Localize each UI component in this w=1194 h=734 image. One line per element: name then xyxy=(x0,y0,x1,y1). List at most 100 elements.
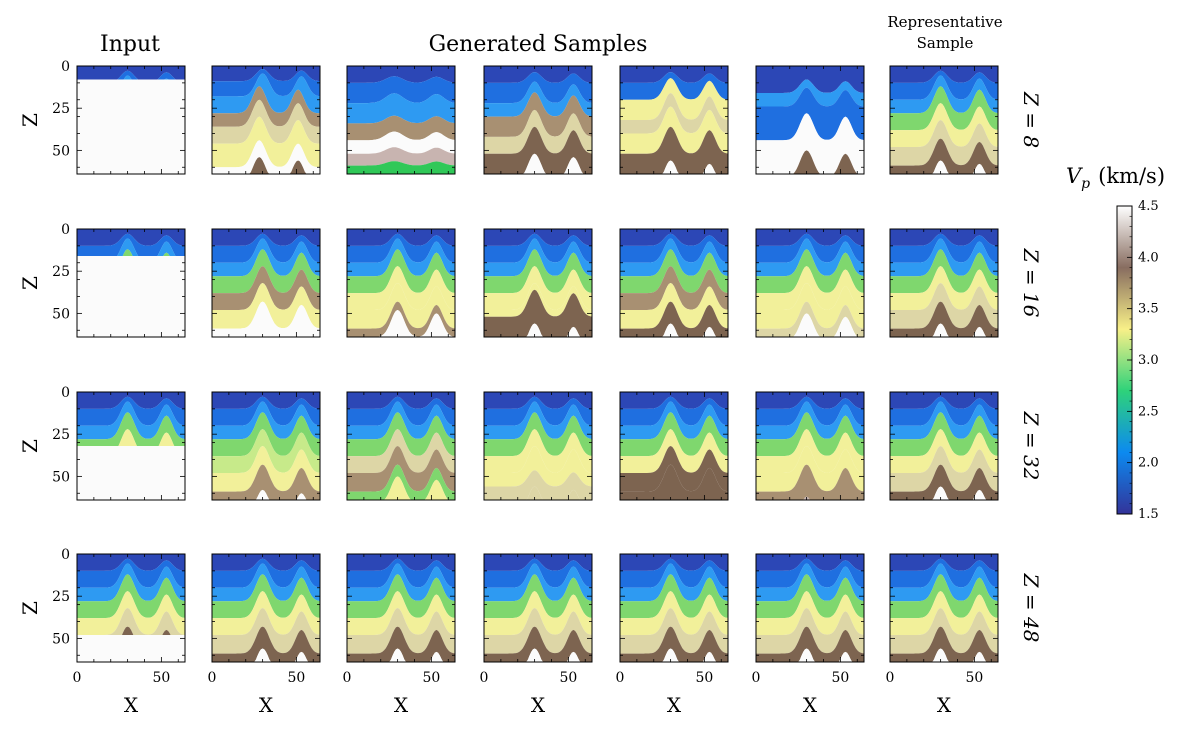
x-tick-label: 50 xyxy=(422,670,440,686)
velocity-panel xyxy=(483,65,593,175)
velocity-layer xyxy=(620,401,728,440)
velocity-field xyxy=(77,66,185,174)
velocity-field xyxy=(484,392,592,500)
row-label: Z = 48 xyxy=(1019,573,1043,643)
velocity-layer xyxy=(756,648,864,662)
velocity-layer xyxy=(484,109,592,154)
velocity-layer xyxy=(484,591,592,635)
velocity-layer xyxy=(756,238,864,277)
x-tick-label: 0 xyxy=(886,670,895,686)
velocity-layer xyxy=(620,301,728,337)
velocity-layer xyxy=(756,558,864,588)
velocity-layer xyxy=(484,401,592,440)
panel-frame xyxy=(483,65,593,175)
velocity-layer xyxy=(77,233,185,263)
panel-frame xyxy=(889,65,999,175)
velocity-layer xyxy=(890,66,998,83)
velocity-layer xyxy=(484,392,592,409)
velocity-panel xyxy=(889,228,999,338)
y-tick-label: 0 xyxy=(61,547,70,563)
x-tick-label: 0 xyxy=(343,670,352,686)
velocity-layer xyxy=(212,86,320,127)
masked-region xyxy=(77,256,185,337)
velocity-panel xyxy=(619,391,729,501)
velocity-layer xyxy=(212,412,320,457)
velocity-layer xyxy=(347,392,455,409)
velocity-field xyxy=(890,229,998,337)
velocity-layer xyxy=(890,608,998,654)
velocity-layer xyxy=(77,554,185,571)
velocity-layer xyxy=(347,429,455,473)
y-axis-label: Z xyxy=(18,113,42,127)
velocity-layer xyxy=(620,574,728,619)
velocity-layer xyxy=(484,249,592,294)
representative-title-line2: Sample xyxy=(917,34,974,52)
velocity-layer xyxy=(484,470,592,500)
representative-title-line1: Representative xyxy=(887,13,1002,31)
velocity-layer xyxy=(620,266,728,310)
velocity-layer xyxy=(756,626,864,662)
velocity-layer xyxy=(212,69,320,97)
velocity-layer xyxy=(484,608,592,654)
x-axis-label: X xyxy=(394,693,409,717)
velocity-panel: 0 50 X xyxy=(616,553,729,717)
velocity-layer xyxy=(890,558,998,588)
colorbar-tick-label: 3.0 xyxy=(1138,353,1159,368)
velocity-layer xyxy=(756,574,864,619)
velocity-layer xyxy=(212,66,320,82)
velocity-layer xyxy=(756,87,864,141)
velocity-panel xyxy=(346,391,456,501)
x-axis-label: X xyxy=(124,693,139,717)
velocity-layer xyxy=(347,131,455,154)
velocity-layer xyxy=(347,233,455,263)
velocity-layer xyxy=(890,563,998,602)
masked-region xyxy=(77,635,185,662)
velocity-field xyxy=(347,229,455,337)
velocity-layer xyxy=(212,283,320,329)
velocity-layer xyxy=(756,150,864,174)
x-axis-label: X xyxy=(937,693,952,717)
velocity-layer xyxy=(212,116,320,168)
y-tick-label: 0 xyxy=(61,222,70,238)
velocity-layer xyxy=(347,396,455,426)
velocity-layer xyxy=(347,66,455,83)
colorbar-tick-label: 1.5 xyxy=(1138,507,1159,522)
velocity-layer xyxy=(347,310,455,337)
velocity-layer xyxy=(620,464,728,500)
x-axis-label: X xyxy=(531,693,546,717)
velocity-layer xyxy=(890,233,998,263)
velocity-layer xyxy=(77,401,185,440)
y-axis-label: Z xyxy=(18,276,42,290)
velocity-layer xyxy=(347,266,455,310)
velocity-layer xyxy=(484,66,592,83)
velocity-layer xyxy=(347,93,455,124)
velocity-layer xyxy=(620,238,728,277)
panel-frame xyxy=(211,553,321,663)
velocity-layer xyxy=(620,72,728,100)
velocity-layer xyxy=(756,229,864,246)
velocity-panel: 0 50 X xyxy=(752,553,865,717)
velocity-panel: 0 25 50 Z xyxy=(18,385,186,501)
velocity-layer xyxy=(212,323,320,337)
velocity-layer xyxy=(212,73,320,114)
velocity-layer xyxy=(890,249,998,294)
velocity-layer xyxy=(620,229,728,246)
velocity-layer xyxy=(756,79,864,107)
velocity-layer xyxy=(890,266,998,310)
velocity-panel xyxy=(483,391,593,501)
generated-samples-title: Generated Samples xyxy=(429,32,648,57)
velocity-layer xyxy=(347,591,455,635)
y-tick-label: 25 xyxy=(52,589,70,605)
velocity-field xyxy=(620,554,728,662)
velocity-panel xyxy=(483,228,593,338)
velocity-layer xyxy=(890,138,998,174)
velocity-layer xyxy=(620,554,728,571)
x-axis-label: X xyxy=(803,693,818,717)
velocity-panel xyxy=(346,65,456,175)
row-label: Z = 8 xyxy=(1019,91,1043,148)
velocity-layer xyxy=(484,486,592,500)
velocity-panel: 0 25 50 Z 0 50 X xyxy=(18,547,186,717)
velocity-layer xyxy=(756,412,864,457)
velocity-layer xyxy=(347,76,455,104)
velocity-layer xyxy=(212,266,320,310)
